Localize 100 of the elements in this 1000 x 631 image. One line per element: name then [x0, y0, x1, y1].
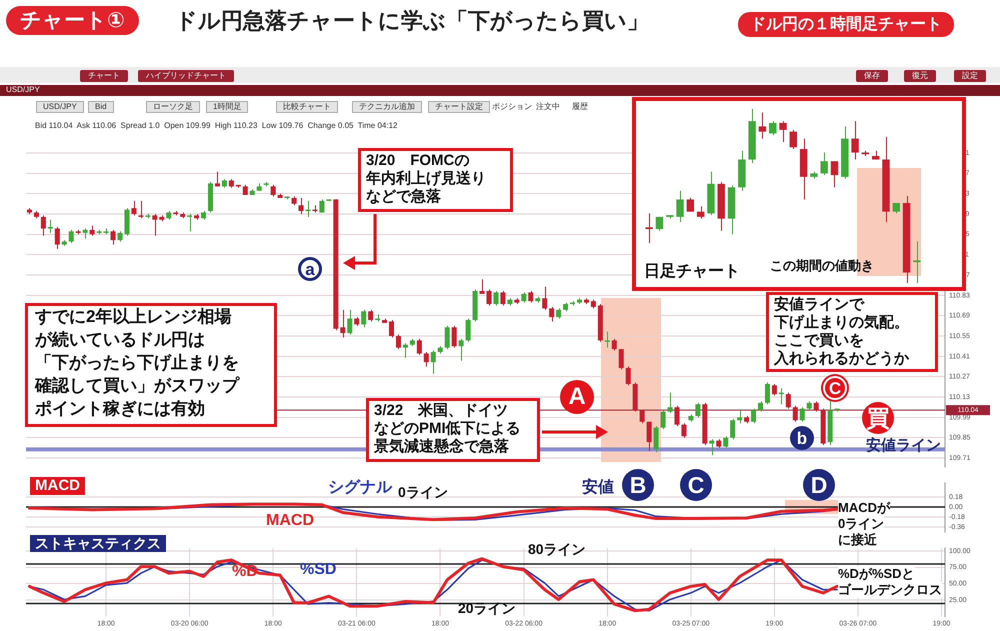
- chart-subtitle: ドル円の１時間足チャート: [738, 12, 954, 38]
- candlestick: [402, 342, 408, 358]
- candlestick: [361, 309, 366, 328]
- candlestick: [48, 219, 53, 234]
- series-label: MACD: [266, 511, 314, 530]
- annotation: C: [823, 376, 847, 400]
- text: USD/JPY: [6, 85, 40, 95]
- candlestick: [758, 112, 766, 140]
- ref-line-label: 80ライン: [528, 541, 586, 558]
- candlestick: [54, 226, 60, 250]
- annotation: などのPMI低下による: [374, 420, 521, 438]
- candlestick: [521, 292, 526, 304]
- candlestick: [660, 410, 666, 430]
- candlestick: [549, 306, 554, 322]
- candlestick: [792, 405, 798, 422]
- candlestick: [764, 382, 770, 405]
- candlestick: [696, 206, 704, 220]
- candlestick: [695, 402, 700, 418]
- candlestick: [493, 290, 498, 306]
- text: テクニカル追加: [352, 101, 422, 113]
- annotation: が続いているドル円は: [35, 330, 205, 350]
- candlestick: [416, 338, 422, 356]
- candlestick: [786, 392, 791, 410]
- candlestick: [851, 120, 859, 160]
- candlestick: [654, 426, 659, 453]
- candlestick: [820, 152, 828, 176]
- candlestick: [396, 334, 401, 350]
- candlestick: [298, 197, 304, 214]
- candlestick: [686, 197, 694, 212]
- candlestick: [131, 200, 136, 216]
- text: 復元: [904, 70, 936, 82]
- ref-line-label: 安値ライン: [866, 437, 941, 455]
- candlestick: [319, 198, 324, 213]
- text: ポジション: [492, 102, 532, 112]
- candlestick: [681, 422, 686, 438]
- candlestick: [40, 214, 46, 236]
- text: 履歴: [572, 102, 588, 112]
- annotation: D: [803, 469, 835, 501]
- text: チャート①: [6, 6, 139, 36]
- text: USD/JPY: [36, 101, 84, 113]
- candlestick: [458, 338, 464, 362]
- candlestick: [618, 348, 624, 370]
- candlestick: [751, 408, 756, 424]
- candlestick: [730, 418, 736, 440]
- candlestick: [778, 388, 784, 405]
- candlestick: [758, 400, 764, 412]
- candlestick: [480, 278, 485, 294]
- candlestick: [305, 200, 310, 218]
- annotation: 3/20 FOMCの: [366, 152, 470, 170]
- text: Bid: [88, 101, 114, 113]
- series-label: シグナル: [328, 478, 392, 498]
- annotation: 「下がったら下げ止まりを: [35, 353, 239, 374]
- candlestick: [368, 309, 374, 322]
- candlestick: [187, 213, 192, 232]
- annotation: 買: [862, 402, 894, 434]
- candlestick: [389, 320, 394, 338]
- candlestick: [723, 436, 728, 448]
- annotation: b: [790, 426, 814, 450]
- text: 比較チャート: [276, 101, 338, 113]
- annotation: 3/22 米国、ドイツ: [374, 402, 508, 420]
- candlestick: [814, 400, 819, 412]
- candlestick: [466, 318, 471, 342]
- ref-line-label: 0ライン: [398, 484, 448, 501]
- annotation: 確認して買い」がスワップ: [35, 376, 239, 396]
- candlestick: [542, 286, 548, 310]
- annotation: 下げ止まりの気配。: [774, 314, 909, 332]
- annotation: 安値: [582, 478, 614, 498]
- candlestick: [626, 366, 631, 386]
- candlestick: [676, 190, 684, 223]
- text: ハイブリッドチャート: [138, 70, 234, 82]
- chart-title: ドル円急落チャートに学ぶ「下がったら買い」: [175, 8, 649, 34]
- annotation: a: [298, 257, 322, 281]
- ref-line-label: 20ライン: [458, 600, 516, 617]
- candlestick: [486, 289, 492, 306]
- candlestick: [444, 325, 450, 350]
- candlestick: [500, 290, 506, 306]
- candlestick: [790, 129, 798, 150]
- candlestick: [772, 383, 777, 396]
- candlestick: [430, 350, 436, 374]
- candlestick: [347, 309, 352, 336]
- annotation: 0ライン: [838, 516, 884, 532]
- annotation: %Dが%SDと: [838, 566, 915, 582]
- annotation: ゴールデンクロス: [838, 582, 942, 598]
- candlestick: [737, 410, 742, 424]
- candlestick: [674, 405, 680, 427]
- annotation: に接近: [838, 532, 877, 548]
- annotation: 年内利上げ見送り: [366, 170, 486, 188]
- candlestick: [604, 331, 610, 348]
- chart-title: ストキャスティクス: [30, 535, 166, 552]
- candlestick: [709, 438, 714, 456]
- candlestick: [768, 120, 776, 136]
- annotation: 入れられるかどうか: [774, 350, 909, 368]
- text: 1時間足: [206, 101, 248, 113]
- annotation: MACDが: [838, 500, 890, 516]
- annotation: 景気減速懸念で急落: [374, 438, 509, 456]
- candlestick: [68, 229, 74, 244]
- candlestick: [667, 392, 673, 414]
- annotation: C: [680, 469, 712, 501]
- candlestick: [528, 290, 534, 304]
- candlestick: [800, 406, 805, 422]
